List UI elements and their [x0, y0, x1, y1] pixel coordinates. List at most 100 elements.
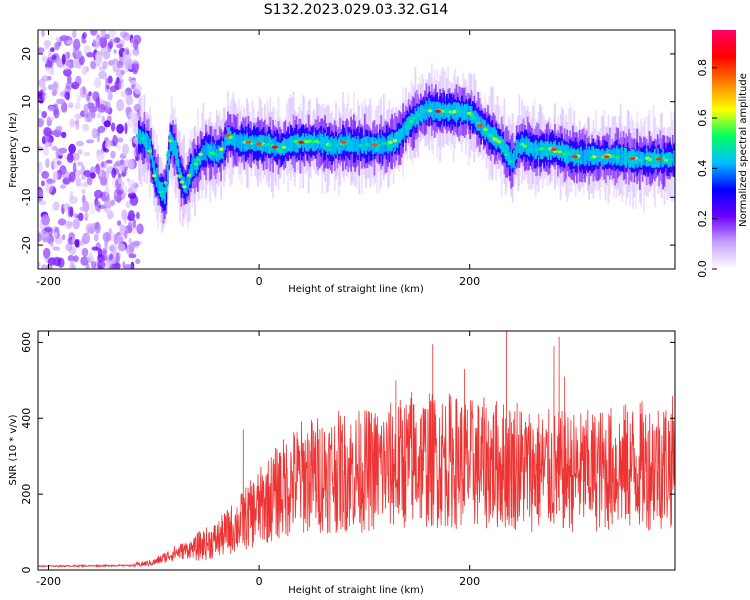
heatmap-ridge-cell — [348, 132, 351, 153]
heatmap-noise-cell — [95, 166, 102, 174]
heatmap-ridge-cell — [381, 135, 384, 155]
heatmap-noise-cell — [127, 187, 134, 194]
heatmap-hotspot — [550, 148, 557, 151]
heatmap-noise-cell — [52, 171, 59, 181]
heatmap-ridge-cell — [628, 150, 630, 167]
heatmap-noise-cell — [72, 30, 77, 39]
heatmap-ridge-cell — [622, 150, 625, 165]
heatmap-noise-cell — [136, 223, 144, 235]
heatmap-ridge-cell — [426, 103, 429, 117]
heatmap-noise-cell — [106, 101, 111, 109]
heatmap-ridge-cell — [149, 138, 151, 158]
heatmap-ridge-cell — [253, 137, 255, 151]
heatmap-ridge-cell — [187, 173, 190, 190]
heatmap-hotspot — [572, 155, 578, 159]
heatmap-noise-cell — [128, 179, 136, 189]
heatmap-ridge-cell — [461, 103, 463, 123]
heatmap-ridge-cell — [582, 149, 585, 165]
heatmap-ridge-cell — [395, 131, 398, 147]
heatmap-hotspot — [603, 155, 610, 159]
heatmap-ridge-cell — [347, 135, 350, 151]
heatmap-noise-cell — [38, 146, 44, 152]
heatmap-noise-cell — [128, 111, 137, 119]
heatmap-noise-cell — [82, 123, 89, 132]
heatmap-ridge-cell — [493, 127, 496, 147]
heatmap-noise-cell — [46, 56, 55, 69]
heatmap-ridge-cell — [320, 133, 322, 149]
heatmap-noise-cell — [74, 239, 80, 248]
heatmap-noise-cell — [135, 258, 141, 264]
heatmap-ridge-cell — [240, 134, 243, 152]
heatmap-noise-cell — [124, 122, 128, 135]
spectrogram-heatmap — [38, 30, 675, 269]
heatmap-ridge-cell — [190, 163, 192, 179]
heatmap-ridge-core — [228, 135, 233, 139]
heatmap-noise-cell — [124, 166, 129, 171]
heatmap-noise-cell — [116, 99, 125, 112]
heatmap-noise-cell — [133, 39, 139, 50]
heatmap-ridge-cell — [233, 132, 236, 150]
heatmap-noise-cell — [108, 244, 117, 252]
heatmap-noise-cell — [124, 58, 134, 70]
heatmap-noise-cell — [112, 134, 118, 147]
heatmap-noise-cell — [128, 76, 132, 83]
heatmap-ridge-cell — [191, 157, 194, 177]
heatmap-noise-cell — [76, 94, 81, 103]
heatmap-ridge-core — [638, 158, 643, 163]
heatmap-ridge-cell — [435, 101, 437, 119]
heatmap-noise-cell — [66, 39, 73, 45]
heatmap-noise-cell — [54, 42, 60, 51]
heatmap-ridge-core — [392, 139, 398, 143]
heatmap-noise-cell — [83, 111, 87, 123]
heatmap-ridge-cell — [532, 143, 534, 157]
heatmap-noise-cell — [43, 226, 53, 233]
heatmap-ridge-core — [522, 144, 528, 148]
heatmap-noise-cell — [98, 71, 107, 80]
heatmap-ridge-cell — [621, 146, 623, 166]
heatmap-ridge-cell — [218, 146, 221, 160]
heatmap-noise-cell — [124, 185, 128, 196]
heatmap-ridge-cell — [629, 150, 632, 168]
heatmap-ridge-core — [135, 134, 141, 138]
heatmap-noise-cell — [127, 210, 135, 222]
heatmap-noise-cell — [99, 127, 104, 133]
heatmap-ridge-cell — [172, 137, 174, 156]
heatmap-ridge-cell — [170, 135, 173, 152]
heatmap-ridge-cell — [291, 136, 294, 151]
heatmap-noise-cell — [109, 85, 118, 93]
heatmap-noise-cell — [56, 160, 62, 166]
heatmap-noise-cell — [65, 81, 74, 90]
heatmap-noise-cell — [45, 181, 53, 194]
chart-title: S132.2023.029.03.32.G14 — [264, 2, 449, 18]
heatmap-ridge-cell — [322, 137, 325, 149]
heatmap-ridge-cell — [655, 153, 658, 167]
heatmap-noise-cell — [128, 253, 137, 259]
heatmap-noise-cell — [62, 177, 71, 185]
heatmap-noise-cell — [83, 151, 91, 156]
heatmap-noise-cell — [60, 184, 66, 189]
heatmap-noise-cell — [85, 139, 95, 144]
heatmap-noise-cell — [115, 186, 124, 195]
heatmap-ridge-cell — [231, 134, 233, 146]
heatmap-ridge-core — [457, 109, 463, 114]
spectrogram-x-label: Height of straight line (km) — [288, 284, 424, 295]
heatmap-noise-cell — [121, 143, 130, 156]
heatmap-ridge-cell — [485, 126, 488, 137]
heatmap-ridge-cell — [236, 134, 239, 148]
heatmap-noise-cell — [116, 220, 122, 226]
heatmap-ridge-cell — [316, 137, 318, 150]
heatmap-noise-cell — [119, 31, 128, 38]
heatmap-noise-cell — [100, 161, 107, 169]
heatmap-noise-cell — [100, 30, 106, 38]
heatmap-ridge-core — [223, 137, 229, 141]
heatmap-ridge-cell — [224, 135, 227, 151]
heatmap-noise-cell — [68, 143, 76, 154]
heatmap-ridge-core — [152, 174, 157, 178]
heatmap-hotspot — [224, 133, 231, 137]
heatmap-noise-cell — [123, 216, 128, 225]
x-tick-label: -200 — [36, 275, 61, 288]
heatmap-ridge-cell — [528, 138, 530, 157]
heatmap-noise-cell — [47, 257, 57, 266]
